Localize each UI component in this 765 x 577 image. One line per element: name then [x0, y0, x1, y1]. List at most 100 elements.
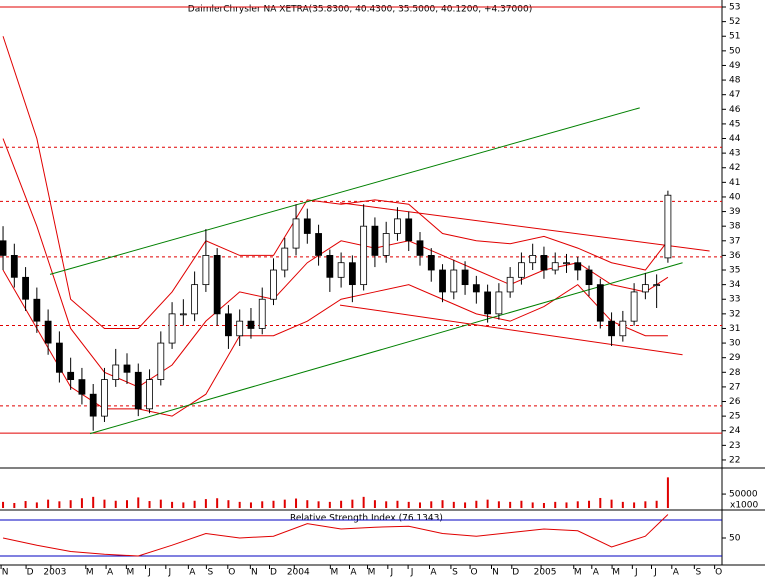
- candle-body: [258, 298, 266, 329]
- y-tick-label: 30: [729, 339, 741, 349]
- y-tick-label: 28: [729, 368, 741, 378]
- x-tick-label: O: [471, 568, 478, 577]
- volume-bar: [148, 501, 151, 508]
- volume-bar: [576, 501, 579, 508]
- volume-bar: [565, 502, 568, 508]
- volume-bar: [261, 501, 264, 508]
- volume-bar: [182, 502, 185, 508]
- x-tick-label: D: [270, 568, 277, 577]
- volume-bar: [430, 501, 433, 508]
- volume-bar: [24, 501, 27, 508]
- rsi-title: Relative Strength Index (76.1343): [290, 514, 443, 524]
- y-tick-label: 50: [729, 46, 741, 56]
- volume-bar: [441, 500, 444, 508]
- candle-body: [315, 233, 322, 256]
- candle-body: [247, 320, 255, 329]
- volume-bar: [655, 500, 658, 508]
- x-tick-label: M: [368, 568, 376, 577]
- x-tick-label: 2005: [534, 568, 557, 577]
- y-tick-label: 48: [729, 76, 741, 86]
- x-tick-label: O: [228, 568, 235, 577]
- candle-body: [348, 262, 356, 286]
- x-tick-label: D: [512, 568, 519, 577]
- y-tick-label: 50000: [729, 490, 758, 500]
- candle-body: [563, 262, 570, 265]
- volume-bar: [475, 500, 478, 508]
- candle-body: [168, 313, 176, 344]
- y-tick-label: 52: [729, 17, 740, 27]
- candle-body: [439, 269, 446, 293]
- volume-bar: [644, 501, 647, 508]
- y-tick-label: 36: [729, 251, 741, 261]
- y-tick-label: 34: [729, 280, 741, 290]
- candle-body: [461, 269, 469, 286]
- candle-body: [10, 255, 18, 278]
- candle-body: [55, 342, 63, 373]
- candle-body: [179, 313, 187, 316]
- y-tick-label: 44: [729, 134, 741, 144]
- x-tick-label: J: [389, 568, 393, 577]
- candle-body: [22, 276, 29, 300]
- y-tick-label: 46: [729, 105, 741, 115]
- y-tick-label: 39: [729, 207, 741, 217]
- volume-bar: [159, 499, 162, 508]
- y-tick-label: 49: [729, 61, 741, 71]
- candle-body: [303, 218, 311, 234]
- candle-body: [495, 291, 503, 315]
- candle-body: [529, 255, 537, 264]
- candle-body: [506, 276, 514, 293]
- volume-bar: [306, 500, 309, 508]
- candle-body: [596, 284, 604, 322]
- chart-title: DaimlerChrysler NA XETRA(35.8300, 40.430…: [188, 5, 532, 15]
- candle-body: [270, 269, 277, 300]
- volume-bar: [193, 500, 196, 508]
- y-tick-label: 24: [729, 426, 741, 436]
- volume-bar: [13, 502, 16, 508]
- candle-body: [371, 225, 379, 256]
- y-tick-label: 26: [729, 397, 741, 407]
- volume-bar: [227, 500, 230, 508]
- x-tick-label: A: [189, 568, 196, 577]
- candle-body: [484, 291, 492, 315]
- x-tick-label: J: [147, 568, 151, 577]
- x-tick-label: M: [330, 568, 338, 577]
- candle-body: [146, 379, 153, 410]
- x-tick-label: N: [492, 568, 499, 577]
- trend-line: [339, 202, 710, 252]
- x-tick-label: M: [86, 568, 94, 577]
- y-tick-label: 31: [729, 324, 740, 334]
- volume-bar: [69, 500, 72, 508]
- candle-body: [416, 240, 424, 256]
- volume-bar: [171, 501, 174, 508]
- x-tick-label: D: [27, 568, 34, 577]
- candle-body: [653, 284, 661, 287]
- candle-body: [236, 320, 244, 337]
- candle-body: [202, 255, 210, 286]
- candle-body: [641, 284, 649, 293]
- candle-body: [394, 218, 401, 234]
- volume-bar: [58, 501, 61, 508]
- volume-bar: [137, 497, 140, 508]
- y-tick-label: 22: [729, 455, 740, 465]
- x-tick-label: M: [574, 568, 582, 577]
- candle-body: [33, 298, 41, 322]
- y-tick-label: 51: [729, 32, 740, 42]
- volume-bar: [92, 496, 95, 508]
- candle-body: [540, 255, 548, 271]
- volume-bar: [610, 499, 613, 508]
- volume-bar: [126, 500, 129, 508]
- candle-body: [427, 255, 435, 271]
- candle-body: [360, 225, 368, 286]
- candle-body: [472, 284, 480, 293]
- x-tick-label: S: [695, 568, 701, 577]
- candle-body: [134, 371, 142, 410]
- candle-body: [101, 379, 108, 417]
- volume-bar: [328, 501, 331, 508]
- x-tick-label: A: [430, 568, 437, 577]
- candle-body: [326, 255, 334, 278]
- x-tick-label: A: [673, 568, 680, 577]
- volume-bar: [283, 499, 286, 508]
- candle-body: [551, 262, 559, 271]
- volume-bar: [497, 501, 500, 508]
